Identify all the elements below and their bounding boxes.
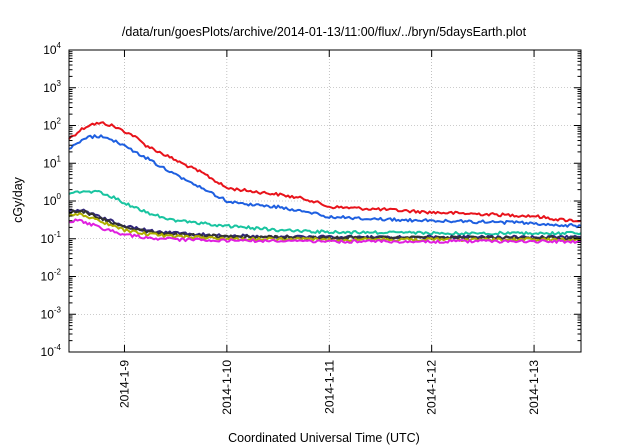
series-lines xyxy=(68,121,582,244)
x-tick-label: 2014-1-12 xyxy=(425,360,439,415)
series-line xyxy=(68,134,582,229)
series-line xyxy=(68,212,582,243)
y-tick-labels: 10-4 10-3 10-2 10-1 100 101 102 103 104 xyxy=(41,41,62,359)
y-tick-label: 10-1 xyxy=(41,230,62,246)
y-axis-label: cGy/day xyxy=(11,176,25,223)
y-tick-label: 10-3 xyxy=(41,305,62,321)
series-line xyxy=(68,121,582,223)
x-tick-label: 2014-1-10 xyxy=(220,360,234,415)
series-line xyxy=(68,218,582,244)
y-tick-label: 104 xyxy=(43,41,61,57)
grid-lines xyxy=(69,50,581,352)
y-tick-label: 10-2 xyxy=(41,268,62,284)
y-tick-label: 100 xyxy=(43,192,61,208)
x-axis-label: Coordinated Universal Time (UTC) xyxy=(228,431,420,445)
y-tick-label: 10-4 xyxy=(41,343,62,359)
y-tick-label: 101 xyxy=(43,154,61,170)
y-tick-label: 103 xyxy=(43,79,61,95)
y-tick-label: 102 xyxy=(43,117,61,133)
series-line xyxy=(68,189,582,236)
x-tick-label: 2014-1-9 xyxy=(117,360,131,408)
axis-ticks xyxy=(69,49,581,353)
x-tick-label: 2014-1-11 xyxy=(322,360,336,414)
x-tick-labels: 2014-1-9 2014-1-10 2014-1-11 2014-1-12 2014-… xyxy=(117,360,541,415)
x-tick-label: 2014-1-13 xyxy=(527,360,541,415)
chart-title: /data/run/goesPlots/archive/2014-01-13/1… xyxy=(122,25,527,39)
